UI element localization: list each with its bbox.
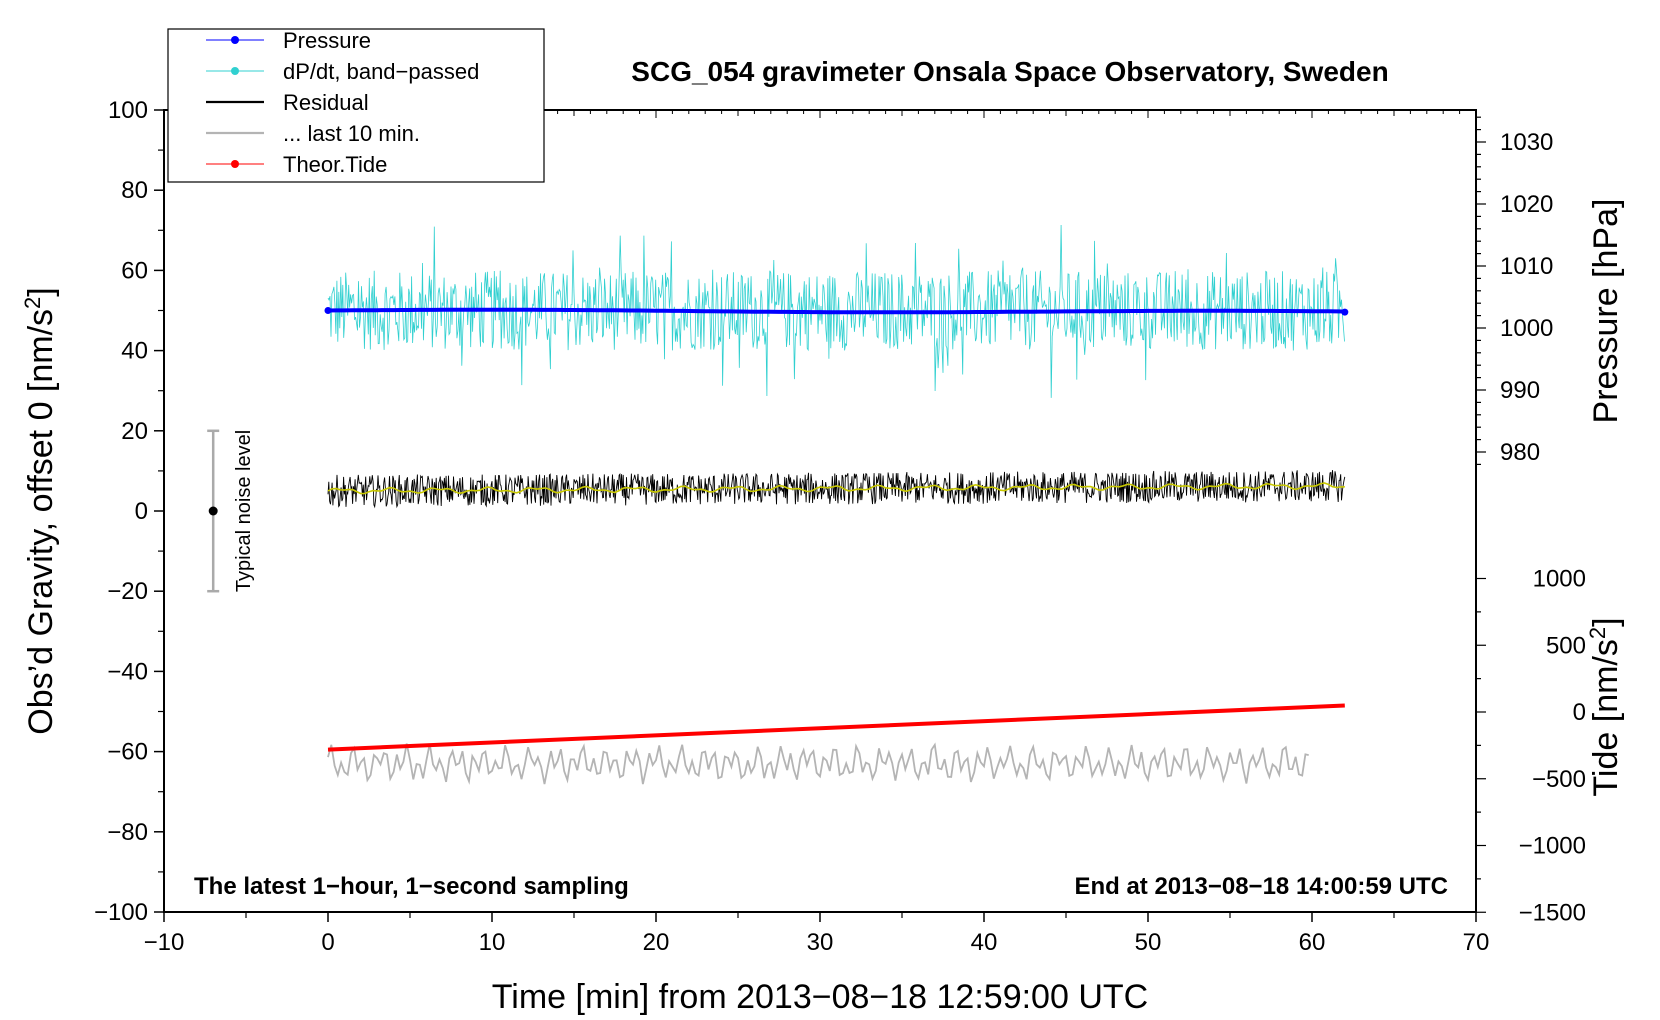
legend-label: dP/dt, band−passed: [283, 59, 479, 84]
x-tick-label: 30: [807, 929, 834, 956]
legend-label: Residual: [283, 90, 369, 115]
x-tick-label: −10: [144, 929, 185, 956]
legend-box: [167, 28, 545, 183]
y-tick-label: −80: [107, 819, 148, 846]
tide-tick-label: −1000: [1519, 833, 1586, 860]
theor-tide-line: [327, 703, 1345, 752]
tide-tick-label: 1000: [1533, 566, 1586, 593]
pressure-line: [327, 307, 1345, 315]
x-tick-label: 70: [1463, 929, 1490, 956]
tide-axis-title-sup: 2: [1585, 627, 1610, 639]
pressure-start-marker: [324, 307, 332, 314]
pressure-tick-label: 1000: [1500, 315, 1553, 342]
dpdt-line: [327, 224, 1345, 398]
legend-swatch-dot: [231, 160, 239, 168]
y-axis-gravity: −100 −80 −60 −40 −20 0 20 40 60 80 100: [94, 97, 164, 926]
chart-title: SCG_054 gravimeter Onsala Space Observat…: [631, 56, 1388, 87]
y-tick-label: −100: [94, 899, 148, 926]
x-axis: −10 0 10 20 30 40 50 60 70: [144, 912, 1490, 956]
y-tick-label: 60: [121, 257, 148, 284]
y-axis-title-sup: 2: [20, 297, 45, 309]
y-tick-label: 100: [108, 97, 148, 124]
y-tick-label: 0: [135, 498, 148, 525]
legend-swatch-dot: [231, 67, 239, 75]
tide-axis-title-main: Tide [nm/s: [1587, 639, 1625, 796]
legend-label: Theor.Tide: [283, 152, 387, 177]
y-tick-label: −60: [107, 739, 148, 766]
y-tick-label: 20: [121, 418, 148, 445]
tide-tick-label: −500: [1532, 766, 1586, 793]
tide-axis-title: Tide [nm/s2]: [1585, 617, 1625, 796]
y-axis-title: Obs’d Gravity, offset 0 [nm/s2]: [20, 287, 60, 734]
x-tick-label: 40: [971, 929, 998, 956]
y-tick-label: 40: [121, 338, 148, 365]
y-axis-pressure: 980 990 1000 1010 1020 1030: [1475, 110, 1553, 466]
y-tick-label: 80: [121, 177, 148, 204]
legend: Pressure dP/dt, band−passed Residual ... la…: [167, 28, 545, 183]
residual-line: [327, 470, 1346, 509]
note-left: The latest 1−hour, 1−second sampling: [194, 873, 629, 900]
residual-smoothed-line: [327, 482, 1345, 495]
x-tick-label: 20: [643, 929, 670, 956]
tide-tick-label: −1500: [1519, 899, 1586, 926]
pressure-tick-label: 1010: [1500, 253, 1553, 280]
y-tick-label: −20: [107, 578, 148, 605]
x-tick-label: 0: [321, 929, 334, 956]
x-tick-label: 50: [1135, 929, 1162, 956]
pressure-tick-label: 990: [1500, 377, 1540, 404]
pressure-end-marker: [1341, 308, 1349, 316]
noise-bar-center-dot: [208, 506, 218, 516]
pressure-tick-label: 1030: [1500, 129, 1553, 156]
y-axis-tide: −1500 −1000 −500 0 500 1000: [1476, 566, 1586, 926]
tide-tick-label: 0: [1573, 699, 1586, 726]
legend-label: Pressure: [283, 28, 371, 53]
tide-axis-title-end: ]: [1587, 617, 1625, 626]
noise-level-bar: Typical noise level: [207, 429, 255, 593]
x-tick-label: 60: [1299, 929, 1326, 956]
noise-bar-label: Typical noise level: [233, 430, 255, 592]
x-axis-title: Time [min] from 2013−08−18 12:59:00 UTC: [492, 978, 1148, 1016]
pressure-tick-label: 980: [1500, 439, 1540, 466]
y-axis-title-main: Obs’d Gravity, offset 0 [nm/s: [22, 309, 60, 735]
legend-swatch-dot: [231, 36, 239, 44]
note-right: End at 2013−08−18 14:00:59 UTC: [1074, 873, 1448, 900]
pressure-tick-label: 1020: [1500, 191, 1553, 218]
y-axis-title-end: ]: [22, 287, 60, 296]
x-tick-label: 10: [479, 929, 506, 956]
pressure-axis-title: Pressure [hPa]: [1587, 199, 1625, 424]
last-10-min-line: [327, 742, 1309, 785]
series-layer: [324, 224, 1349, 785]
tide-tick-label: 500: [1546, 632, 1586, 659]
legend-label: ... last 10 min.: [283, 121, 420, 146]
plot-frame: [163, 109, 1477, 913]
y-tick-label: −40: [107, 658, 148, 685]
